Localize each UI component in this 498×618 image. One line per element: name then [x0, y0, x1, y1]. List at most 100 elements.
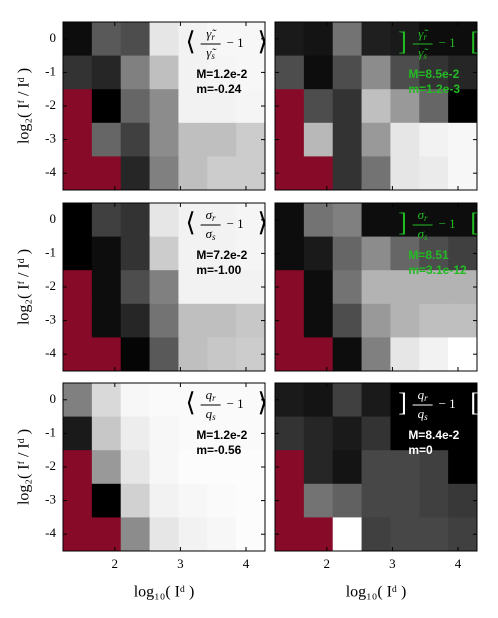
bracket: ⟨ [186, 388, 196, 417]
numerator-sub: r [211, 32, 215, 42]
heat-cell [390, 270, 420, 305]
heat-cell [91, 156, 122, 191]
heat-cell [178, 236, 208, 271]
heat-cell [236, 383, 266, 418]
heat-cell [236, 22, 266, 57]
heat-cell [275, 450, 305, 485]
heat-cell [361, 156, 391, 191]
heat-cell [390, 236, 420, 271]
x-tick-label: 3 [389, 556, 396, 571]
heat-cell [178, 22, 208, 57]
numerator-sub: r [424, 393, 428, 403]
heat-cell [236, 337, 266, 372]
x-tick-label: 2 [112, 556, 119, 571]
heat-cell [207, 89, 237, 124]
heat-cell [207, 303, 237, 338]
heat-cell [419, 416, 449, 451]
x-tick-label: 2 [324, 556, 331, 571]
heat-cell [419, 270, 449, 305]
heat-cell [361, 55, 391, 90]
numerator: σr [418, 207, 428, 223]
heat-cell [63, 416, 93, 451]
heat-cell [361, 236, 391, 271]
heat-cell [149, 383, 179, 418]
heat-cell [91, 55, 122, 90]
denominator-sub: s [212, 232, 216, 242]
heat-cell [91, 383, 122, 418]
heat-cell [63, 337, 93, 372]
heat-cell [275, 156, 305, 191]
heat-cell [303, 203, 334, 238]
heat-cell [303, 517, 334, 552]
heat-cell [303, 89, 334, 124]
heat-cell [275, 22, 305, 57]
heat-cell [361, 203, 391, 238]
heat-cell [361, 303, 391, 338]
heat-cell [149, 337, 179, 372]
y-tick-label: 0 [50, 211, 57, 226]
heat-cell [332, 383, 363, 418]
heat-cell [303, 156, 334, 191]
heat-cell [419, 89, 449, 124]
heat-cell [448, 483, 478, 518]
heat-cell [149, 55, 179, 90]
heat-cell [448, 55, 478, 90]
heat-cell [448, 383, 478, 418]
heat-cell [120, 55, 151, 90]
heat-cell [236, 203, 266, 238]
minus-one: − 1 [439, 396, 456, 411]
max-label: M=8.5e-2 [408, 67, 459, 81]
heat-cell [63, 303, 93, 338]
y-axis-label: log₂( Iᶠ / Iᵈ ) [16, 68, 33, 144]
heat-cell [207, 450, 237, 485]
max-label: M=1.2e-2 [196, 428, 247, 442]
heat-cell [207, 55, 237, 90]
y-tick-label: -2 [45, 97, 56, 112]
bracket: ⟩ [258, 27, 268, 56]
heat-cell [419, 450, 449, 485]
numerator: γ̃r [418, 26, 429, 42]
heat-cell [178, 450, 208, 485]
heat-cell [149, 483, 179, 518]
heat-cell [120, 156, 151, 191]
heat-cell [419, 236, 449, 271]
heat-cell [149, 22, 179, 57]
heat-cell [390, 383, 420, 418]
bracket: ] [398, 388, 407, 417]
heat-cell [236, 122, 266, 157]
max-label: M=1.2e-2 [196, 67, 247, 81]
heat-cell [63, 203, 93, 238]
heat-cell [448, 270, 478, 305]
heat-cell [120, 383, 151, 418]
heat-cell [207, 156, 237, 191]
heat-cell [275, 416, 305, 451]
heat-cell [275, 517, 305, 552]
numerator: σr [206, 207, 216, 223]
heat-cell [207, 337, 237, 372]
bracket: ⟨ [186, 208, 196, 237]
heat-cell [178, 55, 208, 90]
heat-cell [361, 483, 391, 518]
heat-cell [149, 89, 179, 124]
heat-cell [149, 517, 179, 552]
heat-cell [390, 203, 420, 238]
y-tick-label: -1 [45, 424, 56, 439]
heat-cell [419, 483, 449, 518]
heat-cell [275, 203, 305, 238]
heat-cell [419, 383, 449, 418]
heat-cell [120, 517, 151, 552]
heat-cell [178, 203, 208, 238]
heat-cell [63, 450, 93, 485]
heat-cell [332, 122, 363, 157]
heat-cell [236, 270, 266, 305]
denominator: σs [418, 226, 428, 242]
y-tick-label: -4 [45, 525, 56, 540]
heat-cell [120, 450, 151, 485]
heat-cell [448, 236, 478, 271]
numerator-sub: r [212, 213, 216, 223]
heat-cell [120, 122, 151, 157]
heat-cell [390, 450, 420, 485]
x-tick-label: 4 [455, 556, 462, 571]
heat-cell [120, 236, 151, 271]
heat-cell [332, 337, 363, 372]
